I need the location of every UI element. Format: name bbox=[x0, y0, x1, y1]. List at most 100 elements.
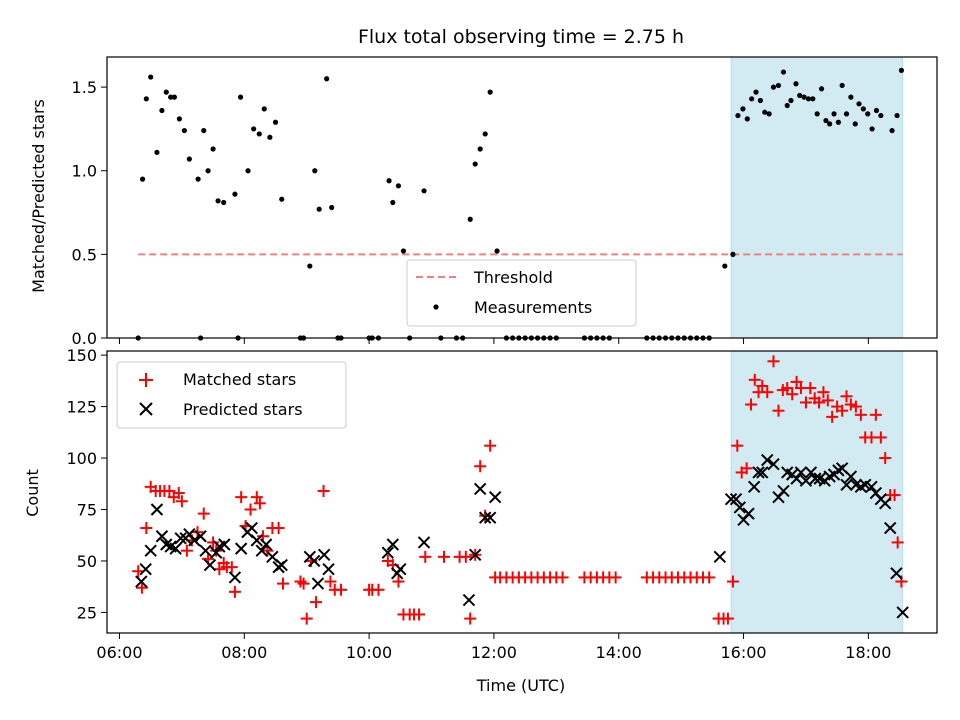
data-point bbox=[464, 612, 477, 625]
data-point bbox=[473, 482, 487, 496]
data-point bbox=[821, 394, 834, 407]
data-point bbox=[148, 74, 154, 80]
data-point bbox=[494, 248, 500, 254]
data-point bbox=[135, 581, 148, 594]
legend-top: Threshold Measurements bbox=[406, 259, 637, 327]
data-point bbox=[703, 571, 716, 584]
data-point bbox=[419, 550, 432, 563]
legend-threshold-label: Threshold bbox=[473, 268, 553, 287]
data-point bbox=[814, 111, 820, 117]
data-point bbox=[400, 248, 407, 254]
data-point bbox=[228, 571, 242, 584]
data-point bbox=[869, 408, 882, 421]
data-point bbox=[207, 536, 220, 549]
data-point bbox=[805, 96, 812, 102]
data-point bbox=[793, 81, 799, 87]
data-point bbox=[786, 388, 799, 401]
x-tick-label: 10:00 bbox=[346, 643, 392, 662]
data-point bbox=[261, 106, 267, 112]
data-point bbox=[462, 593, 476, 607]
data-point bbox=[276, 577, 289, 590]
data-point bbox=[713, 550, 727, 564]
data-point bbox=[762, 109, 768, 115]
data-point bbox=[777, 484, 790, 498]
data-point bbox=[279, 196, 285, 202]
data-point bbox=[210, 146, 216, 152]
data-point bbox=[817, 386, 830, 399]
data-point bbox=[324, 76, 330, 82]
data-point bbox=[742, 507, 755, 520]
data-point bbox=[307, 554, 321, 568]
data-point bbox=[307, 263, 313, 269]
data-point bbox=[781, 382, 794, 395]
data-point bbox=[840, 390, 853, 403]
data-point bbox=[770, 84, 777, 90]
data-point bbox=[804, 382, 817, 395]
data-point bbox=[188, 534, 201, 547]
data-point bbox=[275, 558, 288, 572]
data-point bbox=[172, 487, 185, 500]
data-point bbox=[381, 546, 395, 559]
data-point bbox=[272, 119, 279, 125]
data-point bbox=[726, 575, 739, 588]
data-point bbox=[329, 204, 335, 211]
data-point bbox=[753, 89, 759, 95]
data-point bbox=[203, 558, 217, 572]
data-point bbox=[311, 577, 325, 590]
data-point bbox=[761, 386, 774, 399]
series-predicted-stars bbox=[135, 453, 909, 619]
legend-measurements-swatch bbox=[433, 304, 439, 310]
data-point bbox=[835, 119, 841, 125]
data-point bbox=[865, 111, 871, 117]
data-point bbox=[372, 583, 385, 596]
data-point bbox=[856, 101, 862, 107]
data-point bbox=[799, 474, 813, 487]
data-point bbox=[860, 106, 866, 112]
data-point bbox=[474, 460, 487, 473]
data-point bbox=[740, 462, 753, 475]
data-point bbox=[733, 501, 747, 514]
data-point bbox=[250, 491, 263, 504]
data-point bbox=[818, 86, 825, 92]
data-point bbox=[878, 497, 892, 510]
data-point bbox=[487, 89, 493, 95]
y-tick-label: 25 bbox=[77, 603, 97, 622]
panel-counts: 25 50 75 100 125 150 06:00 08:00 10:00 12:00 14:00… bbox=[66, 346, 938, 662]
data-point bbox=[171, 94, 177, 100]
data-point bbox=[790, 472, 803, 485]
data-point bbox=[888, 489, 901, 502]
data-point bbox=[832, 464, 845, 477]
legend-predicted-swatch bbox=[139, 402, 153, 416]
data-point bbox=[852, 121, 858, 127]
data-point bbox=[794, 466, 808, 479]
data-point bbox=[195, 176, 201, 182]
data-point bbox=[139, 562, 152, 576]
data-point bbox=[205, 168, 211, 174]
data-point bbox=[132, 565, 145, 578]
data-point bbox=[854, 408, 867, 421]
data-point bbox=[721, 612, 734, 625]
data-point bbox=[873, 107, 880, 114]
data-point bbox=[756, 466, 769, 479]
data-point bbox=[413, 608, 426, 621]
data-point bbox=[163, 484, 176, 497]
data-point bbox=[215, 198, 221, 204]
axes-frame bbox=[106, 56, 938, 339]
data-point bbox=[235, 491, 248, 504]
data-point bbox=[245, 168, 251, 174]
data-point bbox=[312, 168, 318, 174]
data-point bbox=[484, 439, 497, 452]
data-point bbox=[144, 544, 157, 557]
x-tick-label: 16:00 bbox=[720, 643, 766, 662]
chart-title: Flux total observing time = 2.75 h bbox=[358, 26, 684, 48]
data-point bbox=[135, 575, 148, 588]
data-point bbox=[896, 606, 909, 619]
data-point bbox=[417, 536, 431, 549]
legend-bottom: Matched stars Predicted stars bbox=[116, 361, 347, 429]
data-point bbox=[797, 92, 803, 99]
data-point bbox=[335, 583, 348, 596]
data-point bbox=[259, 538, 273, 551]
data-point bbox=[467, 216, 473, 222]
data-point bbox=[849, 400, 862, 413]
data-point bbox=[139, 176, 146, 182]
